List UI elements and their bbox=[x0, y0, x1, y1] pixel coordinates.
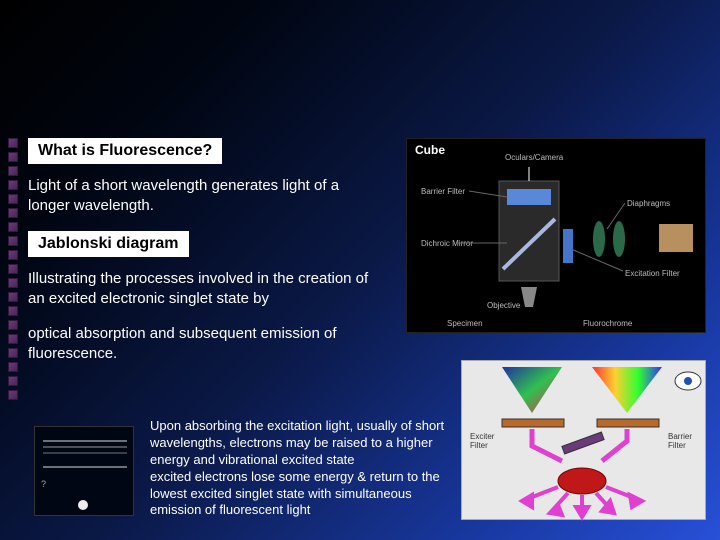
bullet-square bbox=[8, 292, 18, 302]
para-jablonski-a: Illustrating the processes involved in t… bbox=[28, 269, 378, 308]
bullet-square bbox=[8, 334, 18, 344]
jablonski-mini-diagram: ? bbox=[34, 426, 134, 516]
label-exciter-filter: Exciter bbox=[470, 432, 495, 441]
bullet-square bbox=[8, 320, 18, 330]
cube-diagram: Cube Oculars/Camera Barrier Filter Dichr… bbox=[406, 138, 706, 333]
bullet-square bbox=[8, 376, 18, 386]
svg-text:Filter: Filter bbox=[470, 441, 488, 450]
cube-svg bbox=[407, 139, 707, 334]
bullet-square bbox=[8, 180, 18, 190]
svg-text:?: ? bbox=[41, 479, 46, 489]
svg-text:Filter: Filter bbox=[668, 441, 686, 450]
exciter-diagram: Exciter Filter Barrier Filter bbox=[461, 360, 706, 520]
bullet-square bbox=[8, 250, 18, 260]
bullet-square bbox=[8, 152, 18, 162]
jablonski-svg: ? bbox=[35, 427, 135, 517]
heading-jablonski: Jablonski diagram bbox=[28, 231, 189, 257]
bullet-square bbox=[8, 278, 18, 288]
detail-text-block: Upon absorbing the excitation light, usu… bbox=[150, 418, 450, 519]
para-definition: Light of a short wavelength generates li… bbox=[28, 176, 378, 215]
bullet-square bbox=[8, 194, 18, 204]
bullet-square bbox=[8, 362, 18, 372]
bullet-square bbox=[8, 222, 18, 232]
bullet-square bbox=[8, 348, 18, 358]
bullet-square bbox=[8, 264, 18, 274]
detail-emit: excited electrons lose some energy & ret… bbox=[150, 469, 450, 520]
slide-content: What is Fluorescence? Light of a short w… bbox=[28, 138, 378, 379]
bullet-square bbox=[8, 236, 18, 246]
bullet-square bbox=[8, 166, 18, 176]
bullet-square bbox=[8, 208, 18, 218]
para-jablonski-b: optical absorption and subsequent emissi… bbox=[28, 324, 378, 363]
bullet-square bbox=[8, 138, 18, 148]
bullet-square bbox=[8, 306, 18, 316]
detail-absorb: Upon absorbing the excitation light, usu… bbox=[150, 418, 450, 469]
exciter-svg: Exciter Filter Barrier Filter bbox=[462, 361, 707, 521]
bullet-square bbox=[8, 390, 18, 400]
bullet-rail bbox=[8, 138, 22, 404]
heading-fluorescence: What is Fluorescence? bbox=[28, 138, 222, 164]
label-barrier-filter: Barrier bbox=[668, 432, 692, 441]
